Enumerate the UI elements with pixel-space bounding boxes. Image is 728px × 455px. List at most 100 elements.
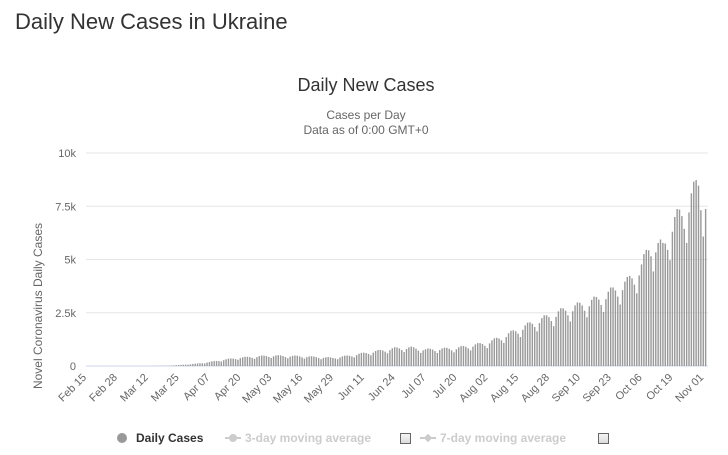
daily-cases-bar[interactable] <box>189 364 192 366</box>
daily-cases-bar[interactable] <box>702 236 704 366</box>
daily-cases-bar[interactable] <box>552 326 555 366</box>
daily-cases-bar[interactable] <box>344 355 346 366</box>
daily-cases-bar[interactable] <box>310 356 313 366</box>
daily-cases-bar[interactable] <box>230 358 232 366</box>
daily-cases-bar[interactable] <box>196 363 199 366</box>
daily-cases-bar[interactable] <box>545 315 548 366</box>
daily-cases-bar[interactable] <box>203 363 206 366</box>
daily-cases-bar[interactable] <box>617 296 619 366</box>
daily-cases-bar[interactable] <box>249 357 251 366</box>
daily-cases-bar[interactable] <box>341 356 344 366</box>
daily-cases-bar[interactable] <box>265 356 268 366</box>
daily-cases-bar[interactable] <box>332 357 334 366</box>
daily-cases-bar[interactable] <box>507 333 510 366</box>
daily-cases-bar[interactable] <box>700 210 702 366</box>
daily-cases-bar[interactable] <box>268 356 270 366</box>
daily-cases-bar[interactable] <box>519 337 522 366</box>
daily-cases-bar[interactable] <box>600 304 602 366</box>
daily-cases-bar[interactable] <box>505 337 507 366</box>
daily-cases-bar[interactable] <box>317 358 320 366</box>
daily-cases-bar[interactable] <box>213 361 215 366</box>
daily-cases-bar[interactable] <box>514 331 517 366</box>
daily-cases-bar[interactable] <box>652 271 655 366</box>
daily-cases-bar[interactable] <box>225 359 227 366</box>
daily-cases-bar[interactable] <box>393 347 396 366</box>
daily-cases-bar[interactable] <box>244 356 246 366</box>
daily-cases-bar[interactable] <box>251 357 253 366</box>
daily-cases-bar[interactable] <box>533 327 536 366</box>
legend-item-7day-average[interactable]: 7-day moving average <box>420 428 566 448</box>
daily-cases-bar[interactable] <box>410 346 412 366</box>
daily-cases-bar[interactable] <box>287 358 289 366</box>
daily-cases-bar[interactable] <box>334 358 336 366</box>
daily-cases-bar[interactable] <box>436 352 439 366</box>
daily-cases-bar[interactable] <box>363 352 365 366</box>
daily-cases-bar[interactable] <box>595 296 598 366</box>
daily-cases-bar[interactable] <box>669 260 671 366</box>
daily-cases-bar[interactable] <box>420 352 422 366</box>
daily-cases-bar[interactable] <box>391 348 393 366</box>
daily-cases-bar[interactable] <box>298 356 301 366</box>
daily-cases-bar[interactable] <box>384 351 386 366</box>
daily-cases-bar[interactable] <box>555 316 557 366</box>
daily-cases-bar[interactable] <box>607 291 610 366</box>
daily-cases-bar[interactable] <box>401 350 403 366</box>
daily-cases-bar[interactable] <box>655 252 657 366</box>
daily-cases-bar[interactable] <box>296 355 299 366</box>
daily-cases-bar[interactable] <box>355 355 358 366</box>
daily-cases-bar[interactable] <box>408 347 410 366</box>
daily-cases-bar[interactable] <box>215 360 218 366</box>
daily-cases-bar[interactable] <box>450 350 453 366</box>
checkbox-3day-average[interactable] <box>400 433 411 444</box>
daily-cases-bar[interactable] <box>498 338 500 366</box>
daily-cases-bar[interactable] <box>206 362 208 366</box>
daily-cases-bar[interactable] <box>370 355 372 366</box>
daily-cases-bar[interactable] <box>374 351 377 366</box>
daily-cases-bar[interactable] <box>360 352 363 366</box>
daily-cases-bar[interactable] <box>415 348 417 366</box>
daily-cases-bar[interactable] <box>346 355 348 366</box>
daily-cases-bar[interactable] <box>353 357 355 366</box>
daily-cases-bar[interactable] <box>227 358 230 366</box>
daily-cases-bar[interactable] <box>664 243 666 366</box>
daily-cases-bar[interactable] <box>657 242 659 366</box>
daily-cases-bar[interactable] <box>372 352 374 366</box>
daily-cases-bar[interactable] <box>631 278 633 366</box>
daily-cases-bar[interactable] <box>211 361 213 366</box>
daily-cases-bar[interactable] <box>382 350 384 366</box>
daily-cases-bar[interactable] <box>690 193 693 366</box>
daily-cases-bar[interactable] <box>348 355 351 366</box>
daily-cases-bar[interactable] <box>431 349 434 366</box>
daily-cases-bar[interactable] <box>598 299 600 366</box>
daily-cases-bar[interactable] <box>621 290 624 366</box>
daily-cases-bar[interactable] <box>472 346 474 366</box>
daily-cases-bar[interactable] <box>301 357 303 366</box>
daily-cases-bar[interactable] <box>640 264 643 366</box>
daily-cases-bar[interactable] <box>412 347 415 366</box>
daily-cases-bar[interactable] <box>612 287 614 366</box>
daily-cases-bar[interactable] <box>320 359 322 366</box>
daily-cases-bar[interactable] <box>474 344 477 366</box>
daily-cases-bar[interactable] <box>367 353 370 366</box>
daily-cases-bar[interactable] <box>339 357 341 366</box>
daily-cases-bar[interactable] <box>220 361 223 366</box>
daily-cases-bar[interactable] <box>294 355 296 366</box>
daily-cases-bar[interactable] <box>467 348 469 366</box>
daily-cases-bar[interactable] <box>543 315 545 366</box>
daily-cases-bar[interactable] <box>389 350 391 366</box>
daily-cases-bar[interactable] <box>500 340 503 366</box>
daily-cases-bar[interactable] <box>358 353 360 366</box>
checkbox-7day-average[interactable] <box>598 433 609 444</box>
daily-cases-bar[interactable] <box>650 256 652 366</box>
daily-cases-bar[interactable] <box>241 357 244 366</box>
daily-cases-bar[interactable] <box>557 311 560 366</box>
daily-cases-bar[interactable] <box>645 249 647 366</box>
daily-cases-bar[interactable] <box>674 216 676 366</box>
daily-cases-bar[interactable] <box>441 348 443 366</box>
daily-cases-bar[interactable] <box>624 281 626 366</box>
daily-cases-bar[interactable] <box>453 352 455 366</box>
daily-cases-bar[interactable] <box>590 299 593 366</box>
daily-cases-bar[interactable] <box>659 239 662 366</box>
daily-cases-bar[interactable] <box>666 249 669 366</box>
daily-cases-bar[interactable] <box>282 356 284 366</box>
